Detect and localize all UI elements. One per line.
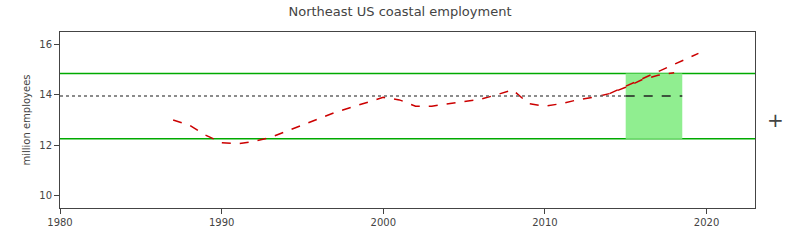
svg-text:10: 10: [39, 190, 52, 201]
svg-text:16: 16: [39, 39, 52, 50]
svg-text:2020: 2020: [694, 217, 719, 228]
svg-text:14: 14: [39, 89, 52, 100]
svg-text:Northeast US coastal employmen: Northeast US coastal employment: [288, 4, 511, 19]
svg-text:million employees: million employees: [21, 74, 32, 165]
svg-text:2000: 2000: [371, 217, 396, 228]
svg-text:12: 12: [39, 140, 52, 151]
svg-text:1980: 1980: [47, 217, 72, 228]
svg-text:1990: 1990: [209, 217, 234, 228]
svg-text:2010: 2010: [532, 217, 557, 228]
svg-text:+: +: [767, 108, 784, 132]
